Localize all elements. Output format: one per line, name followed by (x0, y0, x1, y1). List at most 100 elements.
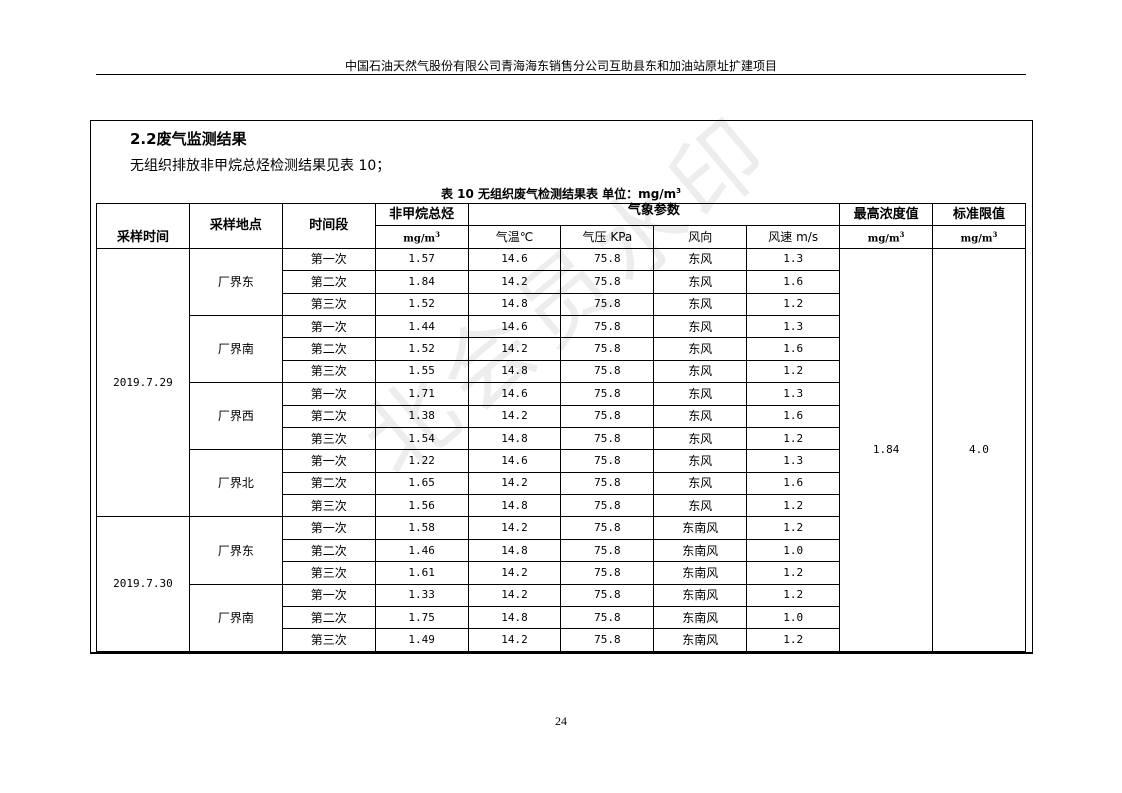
cell-temp: 14.8 (467, 494, 562, 518)
cell-nmhc: 1.84 (374, 270, 469, 294)
cell-pressure: 75.8 (560, 292, 655, 316)
cell-wind-speed: 1.3 (746, 247, 841, 272)
cell-wind-dir: 东南风 (653, 516, 748, 540)
cell-pressure: 75.8 (560, 314, 655, 339)
cell-nmhc: 1.38 (374, 404, 469, 428)
table-row: 第二次 1.65 14.2 75.8 东风 1.6 (97, 471, 1026, 496)
cell-pressure: 75.8 (560, 247, 655, 272)
nmhc-unit: mg/m3 (374, 225, 469, 249)
cell-wind-speed: 1.2 (746, 292, 841, 316)
cell-wind-dir: 东风 (653, 314, 748, 339)
cell-wind-speed: 1.0 (746, 606, 841, 630)
cell-pressure: 75.8 (560, 359, 655, 384)
cell-wind-dir: 东风 (653, 404, 748, 428)
results-table: 采样时间 采样地点 时间段 非甲烷总烃 气象参数 最高浓度值 标准限值 mg/m… (96, 202, 1026, 652)
cell-wind-speed: 1.2 (746, 628, 841, 652)
cell-pressure: 75.8 (560, 404, 655, 428)
cell-wind-speed: 1.2 (746, 494, 841, 518)
table-row: 厂界西 第一次 1.71 14.6 75.8 东风 1.3 (97, 382, 1026, 451)
cell-temp: 14.6 (467, 314, 562, 339)
header-sample-time: 采样时间 (96, 203, 190, 249)
table-row: 第三次 1.52 14.8 75.8 东风 1.2 (97, 292, 1026, 316)
sample-site: 厂界南 (188, 583, 283, 652)
table-row: 厂界北 第一次 1.22 14.6 75.8 东风 1.3 (97, 449, 1026, 518)
header-wind-dir: 风向 (653, 225, 748, 249)
cell-pressure: 75.8 (560, 628, 655, 652)
cell-wind-speed: 1.3 (746, 382, 841, 406)
cell-wind-dir: 东南风 (653, 606, 748, 630)
cell-temp: 14.2 (467, 404, 562, 428)
table-row: 第二次 1.84 14.2 75.8 东风 1.6 (97, 270, 1026, 294)
cell-pressure: 75.8 (560, 516, 655, 540)
cell-temp: 14.8 (467, 359, 562, 384)
header-nmhc: 非甲烷总烃 (374, 202, 469, 227)
cell-pressure: 75.8 (560, 583, 655, 608)
table-row: 第二次 1.38 14.2 75.8 东风 1.6 (97, 404, 1026, 428)
cell-nmhc: 1.61 (374, 561, 469, 585)
sample-site: 厂界东 (188, 516, 283, 585)
cell-wind-speed: 1.3 (746, 449, 841, 473)
cell-period: 第一次 (281, 516, 376, 540)
table-row: 2019.7.30 厂界东 第一次 1.58 14.2 75.8 东南风 1.2 (96, 516, 1026, 652)
cell-wind-speed: 1.2 (746, 561, 841, 585)
content-frame (90, 120, 1033, 654)
cell-period: 第一次 (281, 449, 376, 473)
sample-date: 2019.7.30 (96, 516, 190, 652)
cell-nmhc: 1.56 (374, 494, 469, 518)
cell-wind-dir: 东风 (653, 382, 748, 406)
table-body: 2019.7.29 厂界东 第一次 1.57 14.6 75.8 东风 1.3 1.84 4.0 第… (96, 247, 1026, 652)
table-row: 2019.7.29 厂界东 第一次 1.57 14.6 75.8 东风 1.3 1.84 4.0 (96, 247, 1026, 652)
section-intro: 无组织排放非甲烷总烃检测结果见表 10； (130, 158, 391, 174)
cell-temp: 14.8 (467, 538, 562, 563)
cell-wind-dir: 东风 (653, 292, 748, 316)
table-row: 第三次 1.54 14.8 75.8 东风 1.2 (97, 426, 1026, 451)
cell-wind-dir: 东风 (653, 494, 748, 518)
cell-temp: 14.8 (467, 426, 562, 451)
sample-site: 厂界西 (188, 382, 283, 451)
cell-temp: 14.6 (467, 247, 562, 272)
cell-nmhc: 1.71 (374, 382, 469, 406)
cell-wind-speed: 1.2 (746, 583, 841, 608)
cell-wind-dir: 东风 (653, 471, 748, 496)
cell-nmhc: 1.44 (374, 314, 469, 339)
cell-period: 第二次 (281, 270, 376, 294)
cell-nmhc: 1.46 (374, 538, 469, 563)
header-limit: 标准限值 (932, 202, 1026, 227)
cell-wind-dir: 东南风 (653, 583, 748, 608)
cell-nmhc: 1.33 (374, 583, 469, 608)
header-wind-speed: 风速 m/s (746, 225, 841, 249)
cell-period: 第三次 (281, 426, 376, 451)
cell-nmhc: 1.54 (374, 426, 469, 451)
cell-period: 第二次 (281, 337, 376, 361)
cell-wind-dir: 东南风 (653, 538, 748, 563)
header-period: 时间段 (281, 203, 376, 249)
header-divider (96, 74, 1026, 75)
cell-nmhc: 1.75 (374, 606, 469, 630)
cell-pressure: 75.8 (560, 426, 655, 451)
cell-temp: 14.2 (467, 471, 562, 496)
cell-nmhc: 1.58 (374, 516, 469, 540)
table-row: 厂界南 第一次 1.44 14.6 75.8 东风 1.3 (97, 314, 1026, 384)
cell-wind-speed: 1.6 (746, 471, 841, 496)
max-value: 1.84 (839, 247, 934, 652)
sample-site: 厂界东 (188, 247, 283, 316)
cell-wind-speed: 1.6 (746, 404, 841, 428)
cell-wind-speed: 1.3 (746, 314, 841, 339)
cell-wind-speed: 1.2 (746, 426, 841, 451)
cell-temp: 14.2 (467, 270, 562, 294)
sample-date: 2019.7.29 (96, 247, 190, 518)
cell-pressure: 75.8 (560, 449, 655, 473)
cell-pressure: 75.8 (560, 337, 655, 361)
cell-temp: 14.2 (467, 561, 562, 585)
cell-period: 第三次 (281, 561, 376, 585)
cell-wind-dir: 东风 (653, 359, 748, 384)
cell-nmhc: 1.52 (374, 292, 469, 316)
cell-period: 第一次 (281, 583, 376, 608)
table-caption: 表 10 无组织废气检测结果表 单位：mg/m3 (440, 187, 682, 201)
sample-site: 厂界北 (188, 449, 283, 518)
cell-pressure: 75.8 (560, 494, 655, 518)
cell-pressure: 75.8 (560, 270, 655, 294)
cell-temp: 14.2 (467, 583, 562, 608)
cell-period: 第三次 (281, 628, 376, 652)
